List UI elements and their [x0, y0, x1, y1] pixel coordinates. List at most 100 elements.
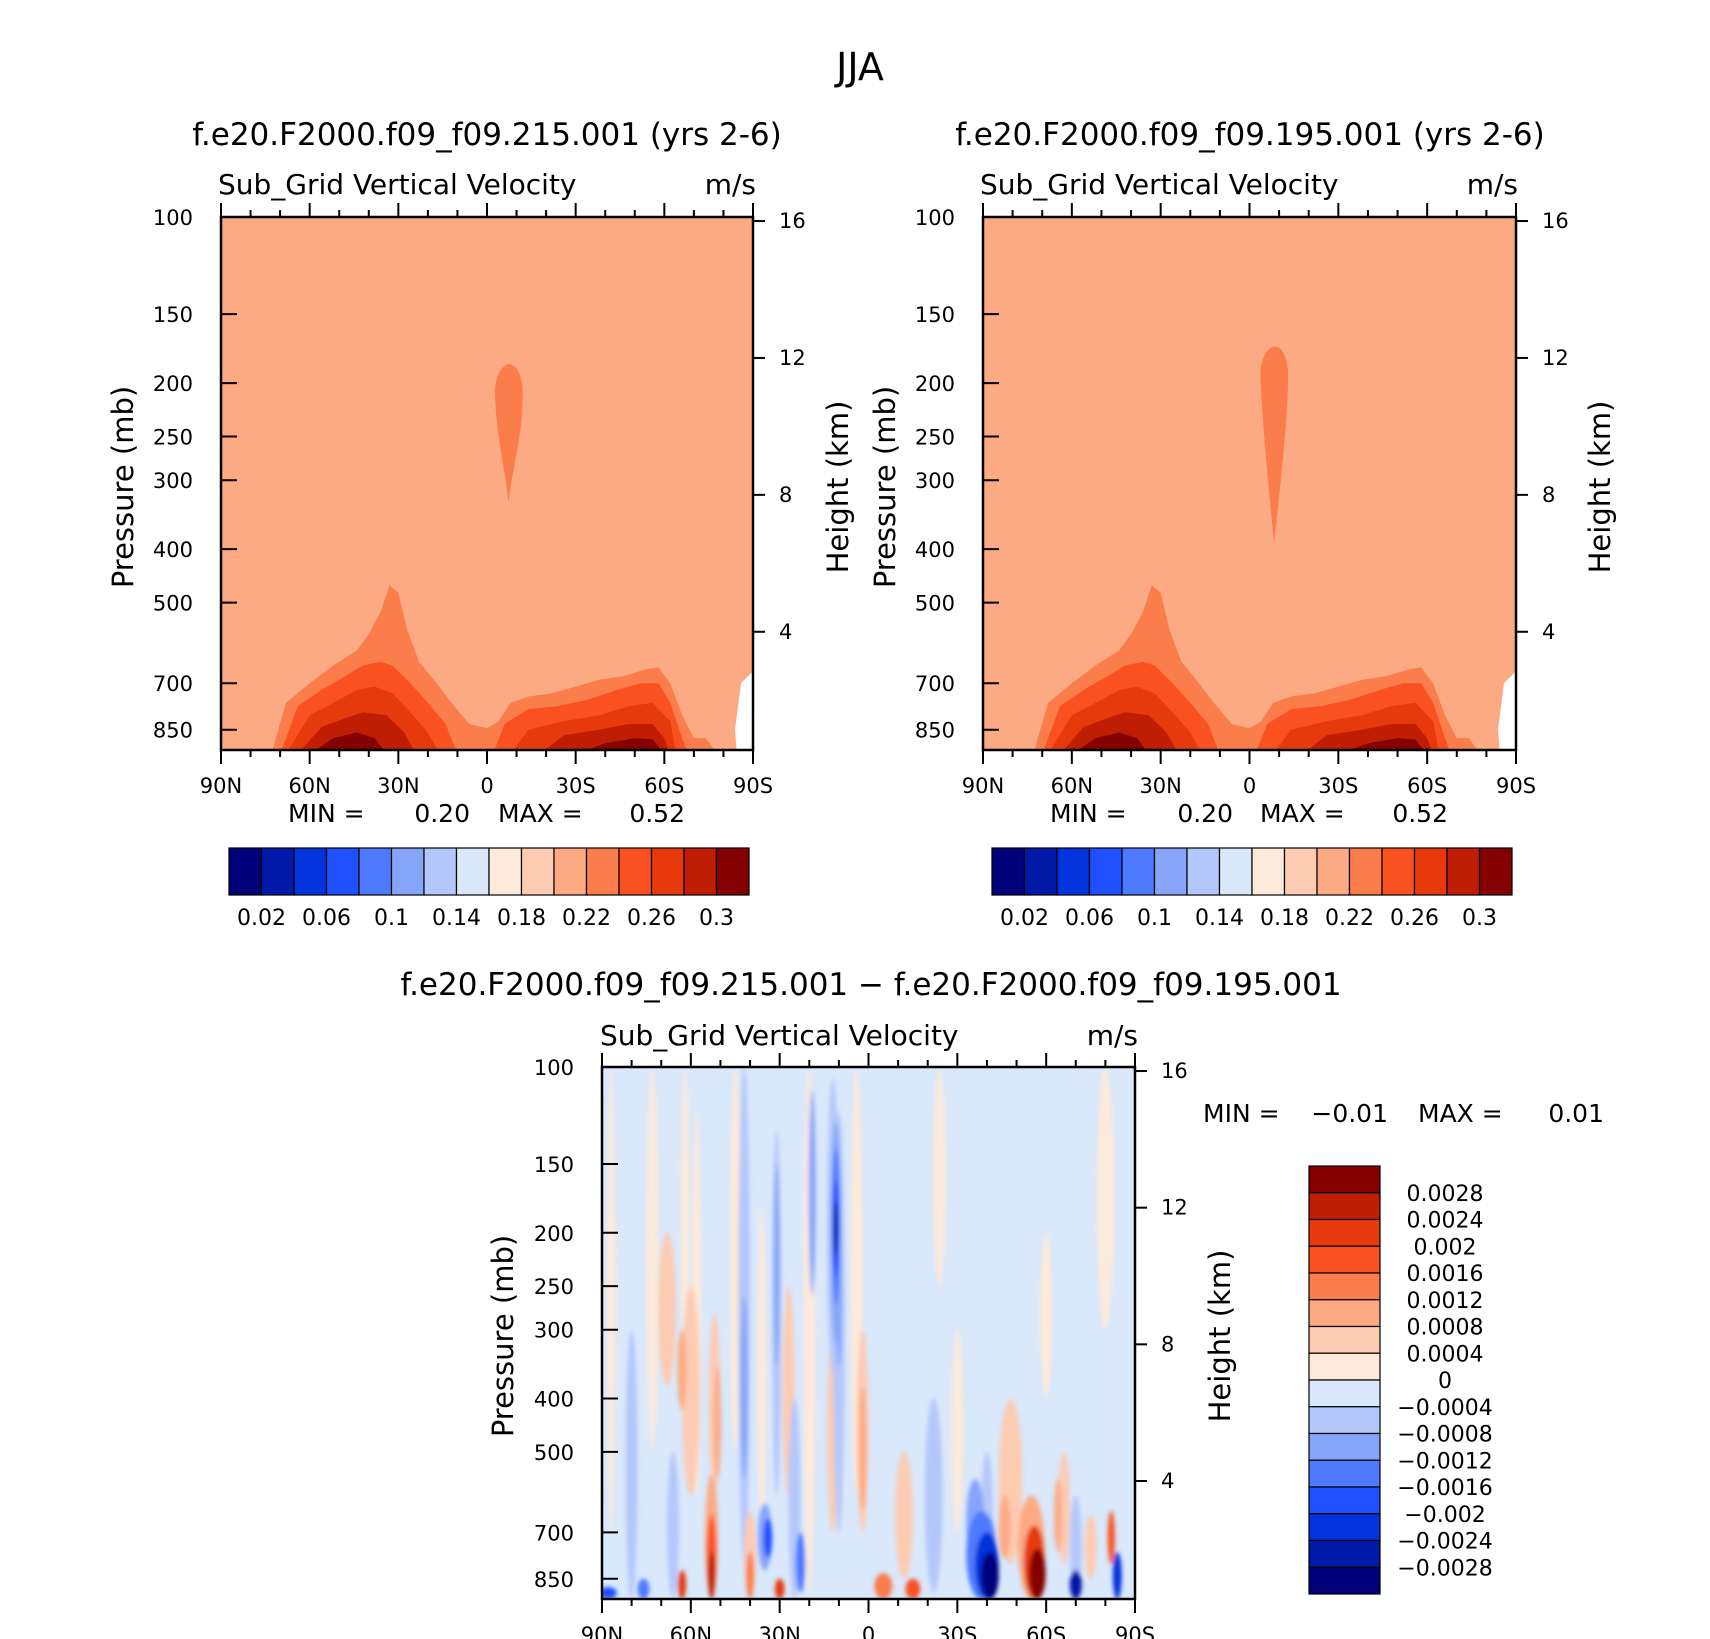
colorbar-label: −0.0028: [1397, 1556, 1492, 1581]
anomaly-blob: [681, 1286, 700, 1496]
y-right-tick-label: 4: [1161, 1469, 1174, 1493]
colorbar-swatch: [1413, 847, 1448, 896]
colorbar-label: 0.1: [374, 906, 409, 931]
panel-2-max-value: 0.52: [1392, 799, 1448, 828]
colorbar-swatch: [228, 847, 263, 896]
colorbar-label: −0.002: [1404, 1503, 1485, 1528]
colorbar-swatch: [423, 847, 458, 896]
anomaly-blob: [677, 1570, 687, 1599]
y-tick-label: 700: [534, 1521, 574, 1545]
colorbar-label: 0.02: [237, 906, 286, 931]
low-level-band: [1077, 732, 1146, 750]
colorbar-swatch: [1316, 847, 1351, 896]
panel-1-axes: 100 150 200 250 300 400 500 700 850 90N 60N 30N 0 30S…: [153, 203, 806, 798]
x-tick-label: 30S: [937, 1623, 977, 1639]
x-tick-label: 60N: [288, 774, 330, 798]
panel-1-field: [221, 217, 753, 750]
field-background: [983, 217, 1516, 750]
anomaly-blob: [808, 1089, 816, 1296]
anomaly-blob: [646, 1067, 659, 1452]
figure-title: JJA: [834, 45, 884, 89]
y-tick-label: 500: [534, 1441, 574, 1465]
x-tick-label: 90S: [1496, 774, 1536, 798]
anomaly-blob: [1112, 1552, 1122, 1599]
x-tick-label: 0: [1243, 774, 1256, 798]
y-tick-label: 400: [534, 1388, 574, 1412]
colorbar-label: 0.22: [1325, 906, 1374, 931]
y-tick-label: 250: [153, 426, 193, 450]
anomaly-blob: [677, 1329, 687, 1411]
colorbar-swatch: [1056, 847, 1091, 896]
y-tick-label: 850: [153, 719, 193, 743]
anomaly-blob: [637, 1578, 650, 1599]
colorbar-label: −0.0008: [1397, 1423, 1492, 1448]
upper-max-region: [1260, 346, 1289, 544]
panel-1-max-label: MAX =: [498, 799, 583, 828]
colorbar-label: 0.0012: [1407, 1289, 1484, 1314]
colorbar-swatch: [1478, 847, 1513, 896]
panel-2-ylabel-right: Height (km): [1583, 401, 1617, 574]
x-tick-label: 30N: [1139, 774, 1181, 798]
panel-2-min-value: 0.20: [1177, 799, 1233, 828]
y-right-tick-label: 16: [1542, 209, 1569, 233]
colorbar-swatch: [1308, 1352, 1381, 1381]
y-tick-label: 850: [915, 719, 955, 743]
y-right-tick-label: 16: [1161, 1059, 1188, 1083]
colorbar-label: 0.0004: [1407, 1342, 1484, 1367]
y-right-tick-label: 4: [1542, 620, 1555, 644]
colorbar-label: 0.0008: [1407, 1316, 1484, 1341]
colorbar-label: 0.0024: [1407, 1209, 1484, 1234]
colorbar-label: 0.22: [562, 906, 611, 931]
y-tick-label: 100: [153, 206, 193, 230]
x-tick-label: 90S: [733, 774, 773, 798]
colorbar-label: 0.06: [302, 906, 351, 931]
colorbar-label: 0.02: [1000, 906, 1049, 931]
anomaly-blob: [951, 1329, 964, 1533]
y-tick-label: 200: [153, 372, 193, 396]
y-tick-label: 200: [915, 372, 955, 396]
colorbar-label: 0.3: [699, 906, 734, 931]
y-tick-label: 300: [153, 469, 193, 493]
colorbar-swatch: [455, 847, 490, 896]
anomaly-blob: [795, 1532, 806, 1593]
y-tick-label: 250: [915, 426, 955, 450]
anomaly-blob: [606, 1067, 616, 1533]
colorbar-label: 0.14: [1195, 906, 1244, 931]
anomaly-blob: [680, 1067, 690, 1367]
x-tick-label: 90N: [581, 1623, 623, 1639]
x-tick-label: 90N: [200, 774, 242, 798]
panel-3-axes: 100 150 200 250 300 400 500 700 850 90N 60N 30N 0 30S…: [534, 1053, 1188, 1639]
colorbar-swatch: [1186, 847, 1221, 896]
anomaly-blob: [858, 1386, 867, 1511]
colorbar-label: 0.18: [497, 906, 546, 931]
colorbar-swatch: [1308, 1459, 1381, 1488]
anomaly-blob: [1069, 1570, 1082, 1599]
x-tick-label: 60S: [1026, 1623, 1066, 1639]
anomaly-blob: [874, 1573, 893, 1599]
panel-2-axes: 100 150 200 250 300 400 500 700 850 90N 60N 30N 0 30S…: [915, 203, 1569, 798]
anomaly-blobs: [602, 1067, 1122, 1599]
anomaly-blob: [895, 1451, 913, 1579]
anomaly-blob: [602, 1587, 617, 1599]
colorbar-label: 0.06: [1065, 906, 1114, 931]
panel-2-field: [983, 217, 1516, 750]
low-level-band: [1349, 738, 1424, 750]
colorbar-swatch: [1308, 1325, 1381, 1354]
y-tick-label: 400: [915, 538, 955, 562]
colorbar-swatch: [1308, 1566, 1381, 1595]
panel-3-subtitle: Sub_Grid Vertical Velocity: [600, 1019, 959, 1052]
x-tick-label: 30N: [758, 1623, 800, 1639]
panel-2-units: m/s: [1467, 168, 1518, 201]
panel-3-max-value: 0.01: [1548, 1099, 1604, 1128]
colorbar-swatch: [1308, 1379, 1381, 1408]
low-level-band: [315, 732, 384, 750]
colorbar-swatch: [1381, 847, 1416, 896]
low-level-band: [301, 712, 414, 750]
anomaly-blob: [763, 1518, 773, 1559]
anomaly-blob: [773, 1163, 780, 1367]
y-tick-label: 300: [534, 1319, 574, 1343]
y-tick-label: 150: [534, 1153, 574, 1177]
panel-3-title: f.e20.F2000.f09_f09.215.001 − f.e20.F200…: [400, 967, 1341, 1003]
colorbar-swatch: [1153, 847, 1188, 896]
